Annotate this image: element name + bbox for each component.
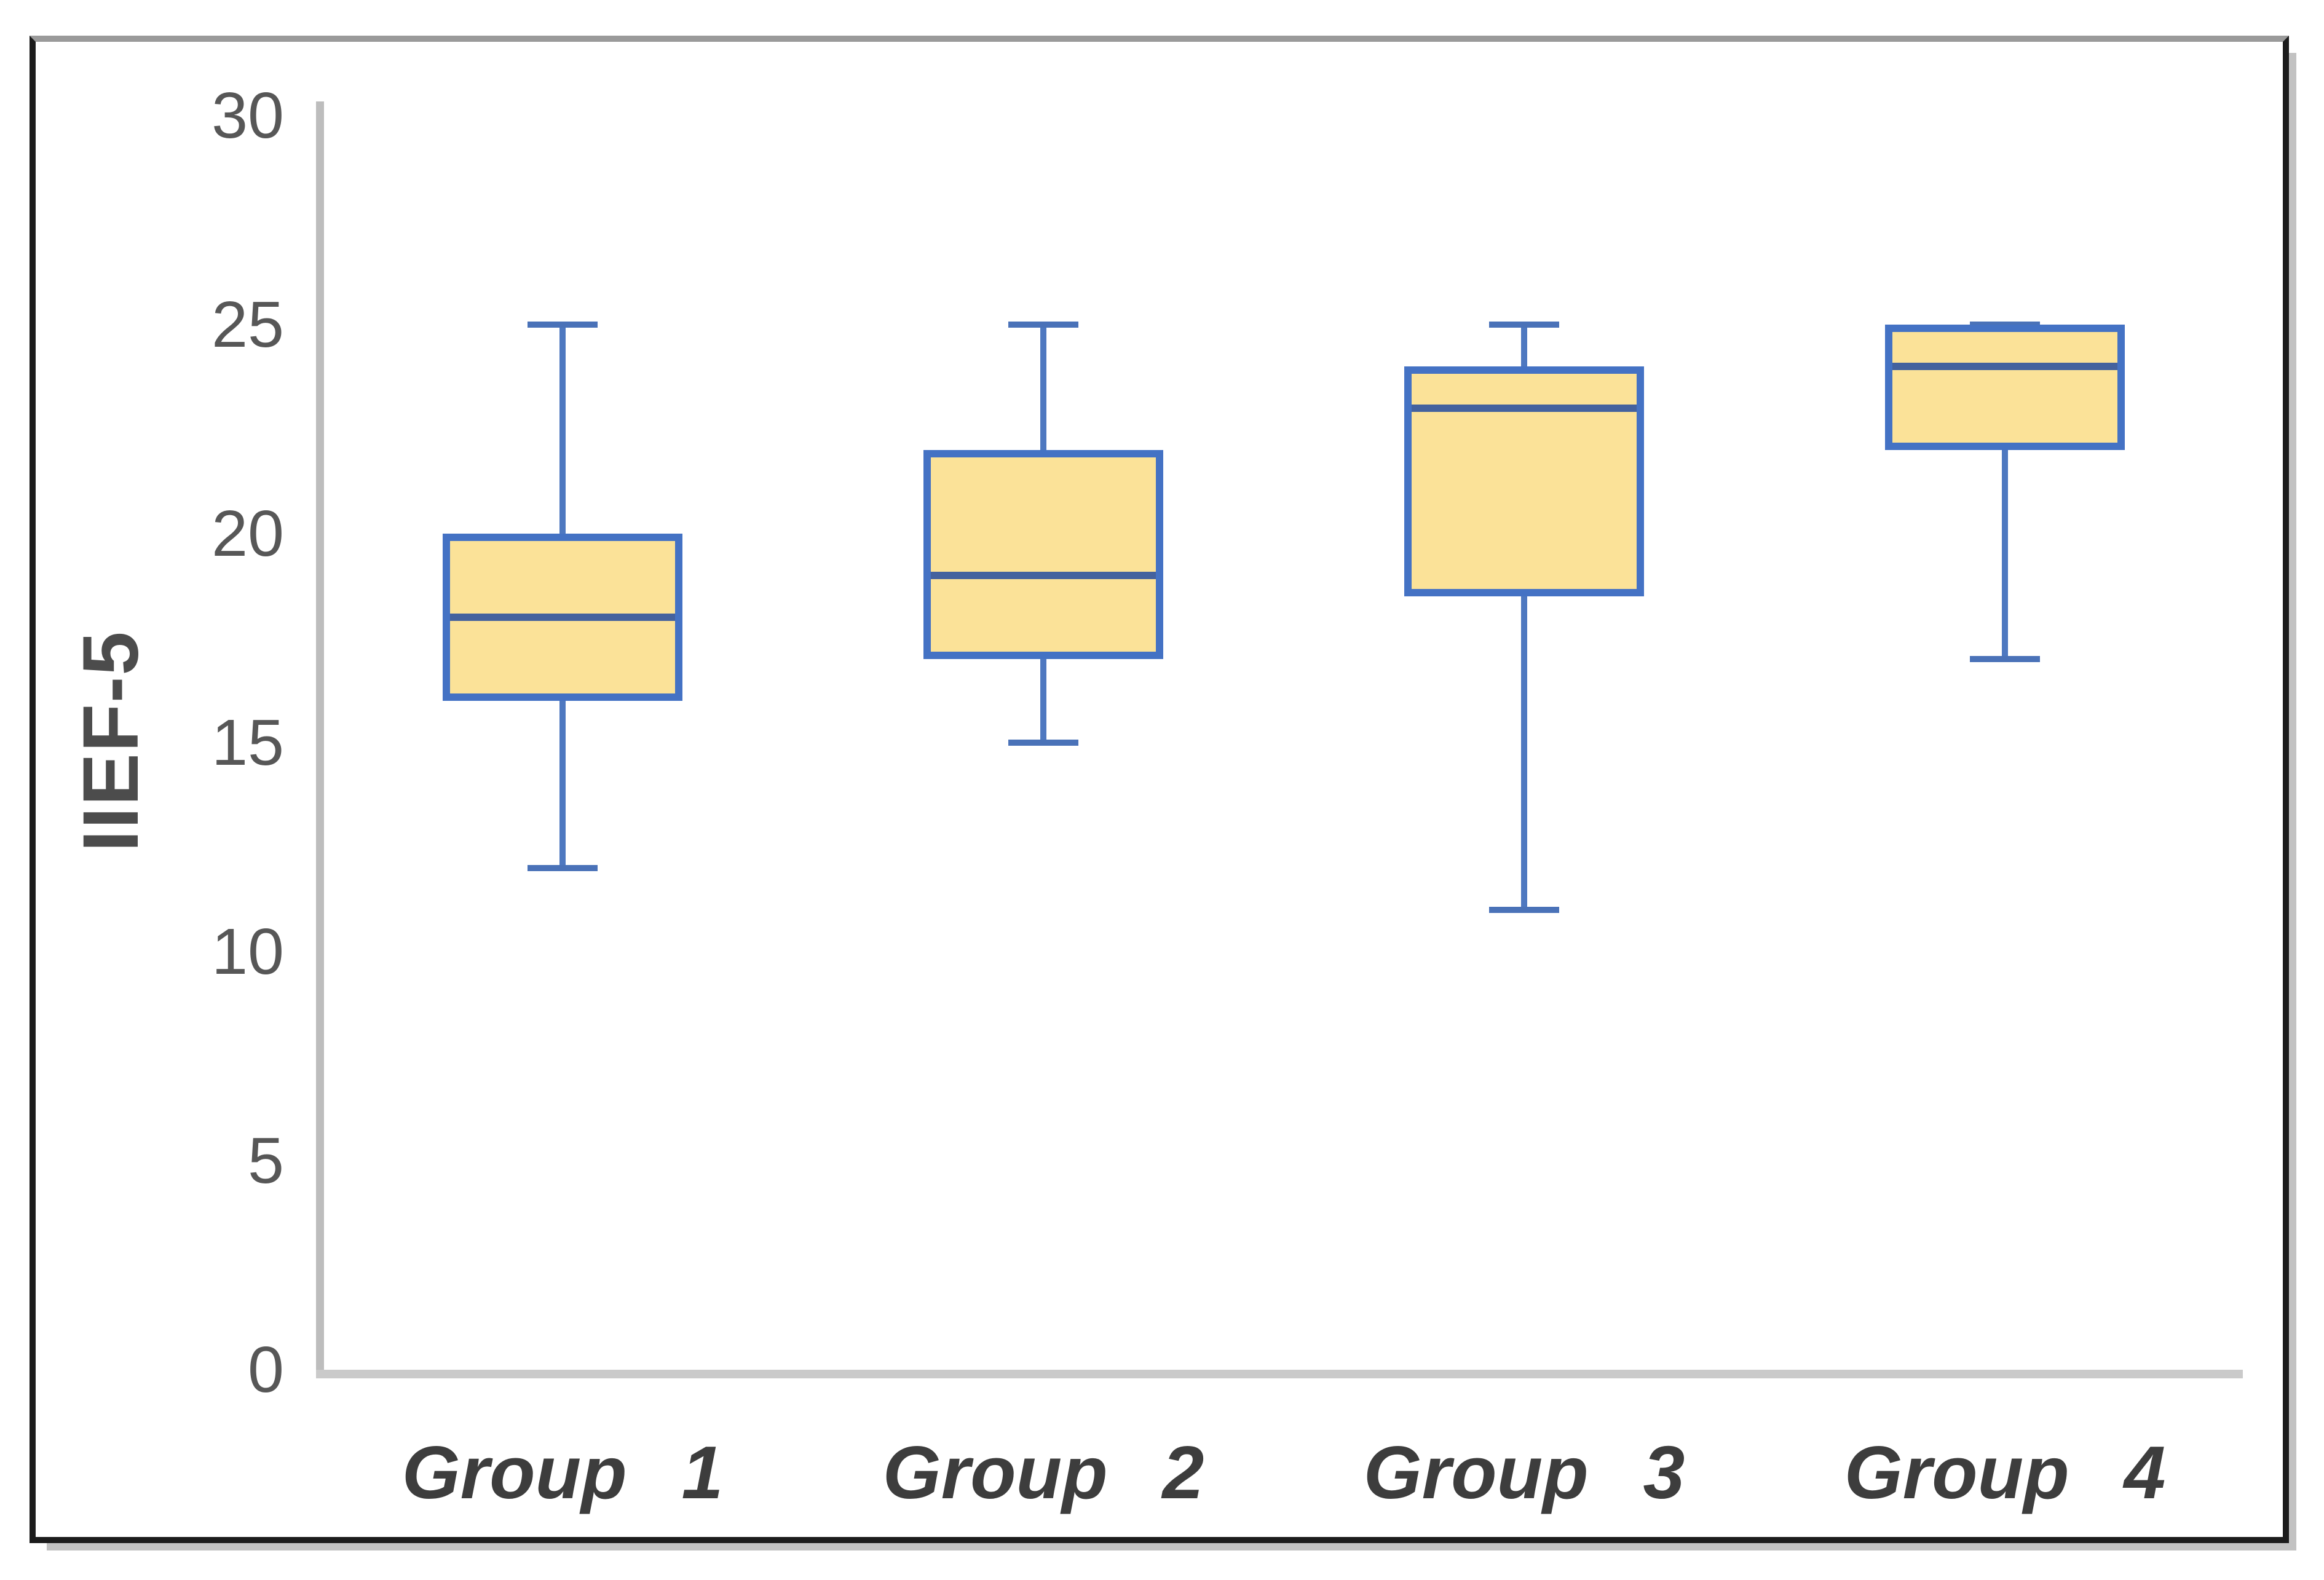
category-label: Group 4 xyxy=(1844,1431,2166,1514)
median-line xyxy=(1892,363,2117,370)
whisker-cap xyxy=(1489,907,1559,913)
whisker-cap xyxy=(1008,322,1078,328)
box xyxy=(1885,325,2125,450)
y-tick-label: 15 xyxy=(211,706,284,779)
category-label: Group 3 xyxy=(1363,1431,1685,1514)
whisker-line xyxy=(1040,325,1046,450)
box xyxy=(1404,366,1644,596)
y-tick-label: 0 xyxy=(248,1333,284,1406)
whisker-cap xyxy=(528,865,598,871)
y-tick-label: 20 xyxy=(211,497,284,570)
median-line xyxy=(931,572,1156,579)
y-axis-line xyxy=(316,101,324,1378)
whisker-cap xyxy=(1970,656,2040,662)
whisker-line xyxy=(2002,450,2008,659)
category-label: Group 1 xyxy=(401,1431,724,1514)
whisker-line xyxy=(559,701,566,868)
y-tick-label: 5 xyxy=(248,1124,284,1197)
y-tick-label: 10 xyxy=(211,915,284,988)
median-line xyxy=(450,614,675,621)
whisker-line xyxy=(1040,659,1046,743)
y-tick-label: 30 xyxy=(211,79,284,152)
whisker-cap xyxy=(1489,322,1559,328)
figure-frame xyxy=(30,36,2289,1543)
whisker-cap xyxy=(528,322,598,328)
median-line xyxy=(1412,405,1637,412)
whisker-line xyxy=(1521,596,1527,910)
category-label: Group 2 xyxy=(882,1431,1204,1514)
whisker-line xyxy=(559,325,566,534)
whisker-cap xyxy=(1008,740,1078,746)
whisker-line xyxy=(1521,325,1527,366)
box xyxy=(923,450,1163,659)
y-tick-label: 25 xyxy=(211,288,284,361)
x-axis-line xyxy=(316,1370,2243,1378)
